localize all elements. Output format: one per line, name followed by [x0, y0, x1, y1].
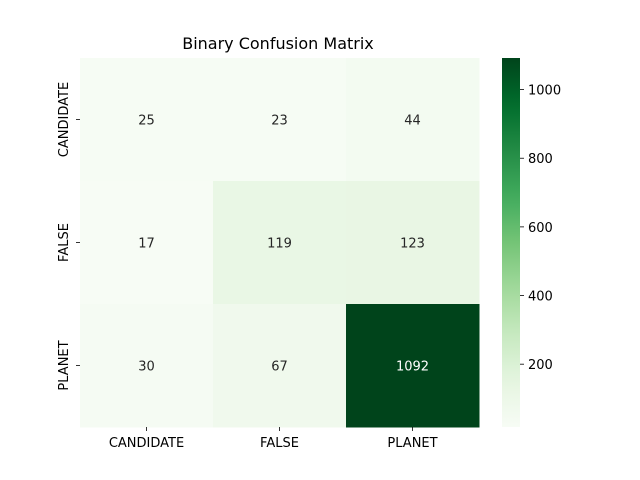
- cell-value-label: 44: [404, 114, 421, 129]
- heatmap-cell: [346, 304, 480, 428]
- heatmap-cell: [213, 58, 347, 182]
- cell-value-label: 17: [138, 237, 155, 252]
- cell-value-label: 123: [400, 237, 425, 252]
- heatmap-cell: [80, 304, 214, 428]
- colorbar-tick-label: 1000: [528, 84, 561, 99]
- y-tick-label: CANDIDATE: [57, 82, 72, 157]
- heatmap-cell: [346, 181, 480, 305]
- cell-value-label: 30: [138, 360, 155, 375]
- cell-value-label: 1092: [396, 360, 429, 375]
- x-axis: CANDIDATE FALSE PLANET: [109, 427, 438, 451]
- heatmap-cell-labels: 25 23 44 17 119 123 30 67 1092: [138, 114, 429, 375]
- cell-value-label: 23: [271, 114, 288, 129]
- y-tick-label: FALSE: [57, 223, 72, 262]
- colorbar: 200 400 600 800 1000: [502, 58, 561, 427]
- heatmap-cell: [346, 58, 480, 182]
- colorbar-tick-label: 200: [528, 358, 553, 373]
- y-axis: CANDIDATE FALSE PLANET: [57, 82, 80, 391]
- heatmap-cell: [80, 181, 214, 305]
- colorbar-tick-label: 600: [528, 221, 553, 236]
- x-tick-label: PLANET: [387, 436, 437, 451]
- heatmap-cells: [80, 58, 480, 428]
- cell-value-label: 119: [267, 237, 292, 252]
- colorbar-tick-label: 800: [528, 152, 553, 167]
- x-tick-label: CANDIDATE: [109, 436, 184, 451]
- heatmap-cell: [80, 58, 214, 182]
- colorbar-tick-label: 400: [528, 290, 553, 305]
- cell-value-label: 67: [271, 360, 288, 375]
- heatmap-cell: [213, 304, 347, 428]
- colorbar-gradient: [502, 58, 520, 427]
- x-tick-label: FALSE: [260, 436, 299, 451]
- chart-title: Binary Confusion Matrix: [182, 34, 374, 53]
- heatmap-cell: [213, 181, 347, 305]
- cell-value-label: 25: [138, 114, 155, 129]
- y-tick-label: PLANET: [57, 340, 72, 390]
